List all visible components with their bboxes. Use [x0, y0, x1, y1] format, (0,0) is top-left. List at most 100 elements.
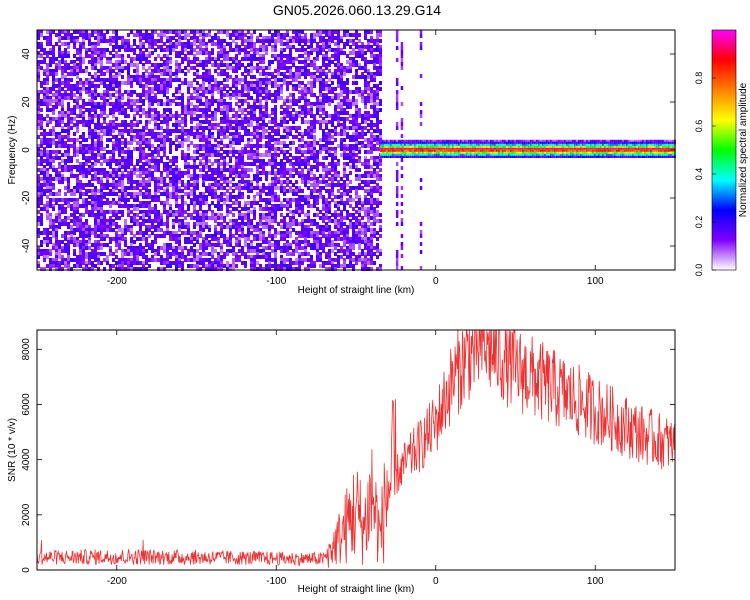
spectrogram-cell: [82, 162, 85, 166]
spectrogram-cell: [265, 216, 268, 220]
spectrogram-cell: [64, 237, 67, 241]
spectrogram-cell: [220, 228, 223, 232]
spectrogram-cell: [277, 60, 280, 64]
spectrogram-cell: [142, 168, 145, 172]
spectrogram-cell: [64, 243, 67, 247]
spectrogram-cell: [208, 159, 211, 163]
spectrogram-cell: [160, 174, 163, 178]
spectrogram-cell: [85, 90, 88, 94]
spectrogram-cell: [274, 171, 277, 175]
spectrogram-cell: [283, 72, 286, 76]
spectrogram-cell: [205, 198, 208, 202]
spectrogram-cell: [166, 48, 169, 52]
spectrogram-cell: [40, 231, 43, 235]
spectrogram-cell: [274, 219, 277, 223]
spectrogram-cell: [106, 201, 109, 205]
spectrogram-cell: [313, 222, 316, 226]
spectrogram-cell: [286, 213, 289, 217]
spectrogram-cell: [79, 93, 82, 97]
spectrogram-cell: [247, 150, 250, 154]
spectrogram-cell: [205, 42, 208, 46]
spectrogram-cell: [178, 186, 181, 190]
spectrogram-cell: [148, 105, 151, 109]
spectrogram-cell: [112, 81, 115, 85]
spectrogram-cell: [148, 33, 151, 37]
spectrogram-cell: [247, 72, 250, 76]
spectrogram-cell: [316, 150, 319, 154]
spectrogram-cell: [148, 195, 151, 199]
spectrogram-cell: [190, 45, 193, 49]
spectrogram-cell: [280, 225, 283, 229]
spectrogram-cell: [211, 252, 214, 256]
spectrogram-cell: [148, 36, 151, 40]
spectrogram-cell: [55, 171, 58, 175]
spectrogram-cell: [94, 192, 97, 196]
spectrogram-cell: [187, 96, 190, 100]
spectrogram-cell: [307, 177, 310, 181]
spectrogram-cell: [235, 159, 238, 163]
spectrogram-cell: [274, 150, 277, 154]
spectrogram-cell: [37, 147, 40, 151]
spectrogram-cell: [121, 210, 124, 214]
spectrogram-cell: [172, 45, 175, 49]
spectrogram-cell: [205, 99, 208, 103]
spectrogram-cell: [52, 72, 55, 76]
spectrogram-cell: [307, 252, 310, 256]
spectrogram-cell: [160, 216, 163, 220]
spectrogram-cell: [154, 252, 157, 256]
spectrogram-cell: [82, 171, 85, 175]
spectrogram-cell: [310, 45, 313, 49]
spectrogram-cell: [100, 72, 103, 76]
spectrogram-cell: [58, 39, 61, 43]
spectrogram-cell: [271, 144, 274, 148]
spectrogram-cell: [76, 258, 79, 262]
spectrogram-cell: [229, 198, 232, 202]
spectrogram-cell: [67, 135, 70, 139]
spectrogram-cell: [313, 189, 316, 193]
spectrogram-cell: [103, 90, 106, 94]
spectrogram-cell: [49, 183, 52, 187]
spectrogram-cell: [52, 231, 55, 235]
spectrogram-cell: [61, 96, 64, 100]
spectrogram-cell: [61, 117, 64, 121]
spectrogram-cell: [313, 240, 316, 244]
spectrogram-cell: [145, 183, 148, 187]
spectrogram-cell: [67, 54, 70, 58]
spectrogram-cell: [274, 96, 277, 100]
spectrogram-cell: [256, 141, 259, 145]
spectrogram-cell: [97, 255, 100, 259]
spectrogram-cell: [229, 174, 232, 178]
spectrogram-cell: [199, 222, 202, 226]
spectrogram-cell: [178, 69, 181, 73]
spectrogram-cell: [139, 120, 142, 124]
spectrogram-cell: [214, 36, 217, 40]
spectrogram-cell: [91, 93, 94, 97]
spectrogram-cell: [238, 189, 241, 193]
spectrogram-cell: [217, 165, 220, 169]
spectrogram-cell: [142, 216, 145, 220]
spectrogram-cell: [250, 255, 253, 259]
spectrogram-cell: [73, 201, 76, 205]
spectrogram-cell: [157, 267, 160, 271]
spectrogram-cell: [109, 102, 112, 106]
spectrogram-cell: [241, 63, 244, 67]
spectrogram-cell: [241, 186, 244, 190]
spectrogram-cell: [148, 153, 151, 157]
spectrogram-cell: [214, 114, 217, 118]
spectrogram-cell: [202, 210, 205, 214]
spectrogram-cell: [205, 45, 208, 49]
spectrogram-cell: [208, 168, 211, 172]
spectrogram-cell: [226, 123, 229, 127]
spectrogram-cell: [259, 48, 262, 52]
spectrogram-cell: [94, 78, 97, 82]
spectrogram-cell: [169, 255, 172, 259]
spectrogram-cell: [67, 120, 70, 124]
spectrogram-cell: [163, 48, 166, 52]
spectrogram-cell: [115, 75, 118, 79]
spectrogram-cell: [283, 219, 286, 223]
spectrogram-cell: [85, 171, 88, 175]
spectrogram-cell: [187, 165, 190, 169]
spectrogram-cell: [49, 51, 52, 55]
spectrogram-cell: [241, 219, 244, 223]
spectrogram-cell: [133, 108, 136, 112]
